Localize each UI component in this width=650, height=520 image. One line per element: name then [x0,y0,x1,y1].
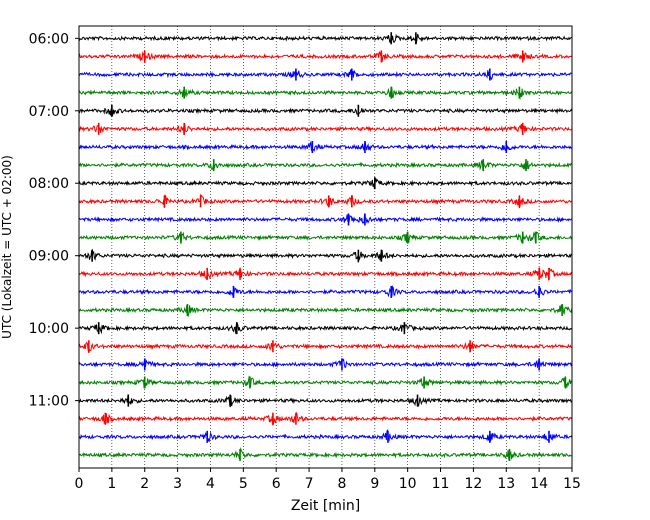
trace-line [78,193,572,209]
trace [78,140,573,154]
x-tick-label: 5 [239,476,248,492]
x-tick-label: 11 [432,476,450,492]
x-tick-label: 7 [305,476,314,492]
trace [78,177,573,190]
trace [78,429,573,443]
trace-line [78,231,573,244]
trace [78,32,572,45]
trace-line [78,107,573,116]
trace-line [78,86,573,100]
x-axis-ticks: 0 1 2 3 4 5 6 7 8 9 10 11 12 13 14 15 [75,468,581,492]
trace-line [78,322,573,335]
trace [78,394,573,408]
trace [78,104,573,117]
trace-line [78,50,572,64]
y-tick-label: 07:00 [29,104,69,120]
trace-line [78,357,573,368]
trace [78,248,573,263]
seismic-traces [78,32,573,461]
y-tick-label: 08:00 [29,176,69,192]
y-tick-label: 11:00 [29,394,69,410]
trace [78,267,573,281]
trace-line [78,375,572,389]
trace-line [78,160,573,171]
trace [78,68,572,81]
x-tick-label: 8 [337,476,346,492]
x-tick-label: 15 [563,476,581,492]
y-axis-label: UTC (Lokalzeit = UTC + 02:00) [0,155,14,339]
y-tick-label: 06:00 [29,31,69,47]
trace [78,447,572,461]
plot-frame [78,25,573,469]
trace [78,357,573,371]
trace-line [78,267,573,281]
x-tick-label: 10 [399,476,417,492]
trace [78,50,572,64]
x-tick-label: 1 [107,476,116,492]
trace-line [78,248,573,263]
trace-line [78,140,573,153]
trace-line [78,447,572,460]
y-axis-ticks: 06:00 07:00 08:00 09:00 10:00 11:00 [29,31,79,410]
trace [78,122,573,135]
trace-line [78,429,573,443]
x-tick-label: 2 [140,476,149,492]
trace-line [78,69,572,81]
trace-line [78,32,572,44]
trace-line [78,123,573,135]
x-tick-label: 14 [530,476,548,492]
x-tick-label: 3 [173,476,182,492]
x-tick-label: 0 [75,476,84,492]
trace-line [78,304,573,318]
trace-line [78,411,573,426]
trace [78,285,572,298]
x-tick-label: 4 [206,476,215,492]
y-tick-label: 09:00 [29,249,69,265]
trace-line [78,285,572,298]
trace [78,304,573,318]
trace-line [78,341,572,354]
trace [78,86,573,100]
x-tick-label: 9 [370,476,379,492]
trace [78,213,573,226]
trace [78,375,572,389]
trace [78,322,573,335]
x-tick-label: 13 [497,476,515,492]
trace [78,411,573,426]
x-axis-label: Zeit [min] [291,498,360,514]
trace [78,231,573,244]
x-tick-label: 12 [464,476,482,492]
trace [78,159,573,172]
y-tick-label: 10:00 [29,321,69,337]
trace [78,340,572,354]
trace [78,193,572,209]
trace-line [78,213,573,224]
trace-line [78,394,573,408]
trace-line [78,178,573,189]
x-tick-label: 6 [272,476,281,492]
